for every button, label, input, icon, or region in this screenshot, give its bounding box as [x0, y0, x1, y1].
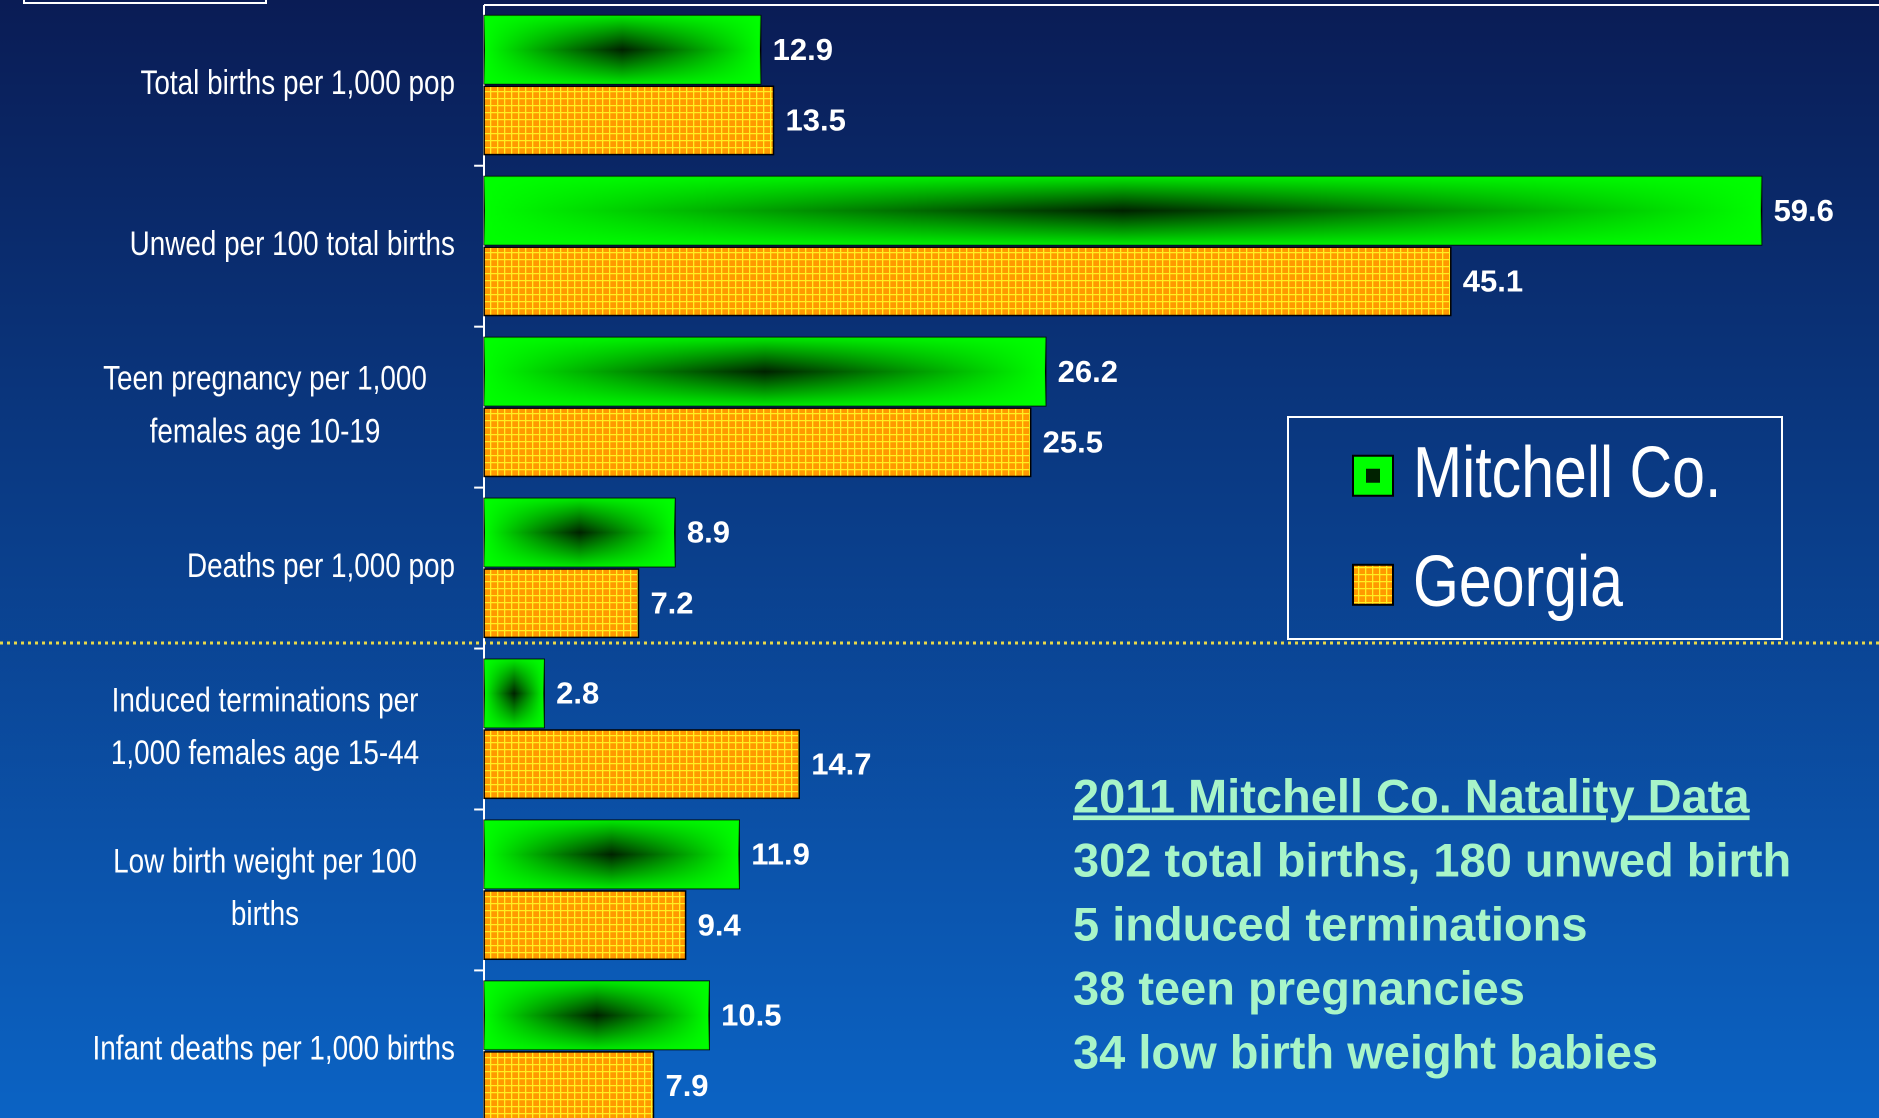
annotation-line: 34 low birth weight babies	[1073, 1025, 1658, 1078]
bar	[483, 175, 1763, 246]
category-label: births	[231, 895, 299, 933]
value-label: 7.2	[650, 585, 693, 620]
bar	[483, 658, 545, 729]
category-label: 1,000 females age 15-44	[111, 734, 419, 772]
bar	[483, 568, 640, 639]
category-label-group: Infant deaths per 1,000 births	[92, 1029, 455, 1067]
category-label: Total births per 1,000 pop	[140, 63, 455, 101]
legend-label: Mitchell Co.	[1413, 431, 1721, 512]
bar	[483, 85, 775, 156]
bar	[483, 336, 1047, 407]
category-label-group: Unwed per 100 total births	[130, 224, 455, 262]
category-label: Infant deaths per 1,000 births	[92, 1029, 455, 1067]
category-label: females age 10-19	[150, 412, 381, 450]
legend-label-group: Mitchell Co.	[1413, 431, 1721, 512]
category-label-group: Deaths per 1,000 pop	[187, 546, 455, 584]
bar	[483, 1051, 655, 1118]
bar	[483, 980, 710, 1051]
legend-swatch-center	[1366, 468, 1380, 483]
bar	[483, 246, 1452, 317]
category-label: Deaths per 1,000 pop	[187, 546, 455, 584]
bar	[483, 890, 687, 961]
bar	[483, 497, 676, 568]
category-label-group: Induced terminations per	[112, 681, 419, 719]
value-label: 13.5	[785, 103, 845, 138]
category-label: Low birth weight per 100	[113, 842, 417, 880]
annotation-line: 38 teen pregnancies	[1073, 961, 1525, 1014]
category-label-group: Total births per 1,000 pop	[140, 63, 455, 101]
category-label: Unwed per 100 total births	[130, 224, 455, 262]
value-label: 12.9	[773, 32, 833, 67]
bar	[483, 819, 740, 890]
category-label: Teen pregnancy per 1,000	[103, 359, 427, 397]
value-label: 10.5	[721, 998, 781, 1033]
legend-label-group: Georgia	[1413, 540, 1623, 621]
category-label: Induced terminations per	[112, 681, 419, 719]
value-label: 8.9	[687, 515, 730, 550]
value-label: 9.4	[698, 907, 742, 942]
value-label: 26.2	[1058, 354, 1118, 389]
annotation-line: 302 total births, 180 unwed birth	[1073, 833, 1791, 886]
value-label: 59.6	[1774, 193, 1834, 228]
category-label-group: Teen pregnancy per 1,000	[103, 359, 427, 397]
frame-fragment	[23, 0, 267, 4]
value-label: 45.1	[1463, 264, 1523, 299]
legend-box	[1287, 416, 1783, 640]
category-label-group: 1,000 females age 15-44	[111, 734, 419, 772]
value-label: 11.9	[751, 837, 810, 872]
category-label-group: Low birth weight per 100	[113, 842, 417, 880]
bar	[483, 729, 800, 800]
legend-swatch	[1352, 563, 1394, 606]
value-label: 14.7	[811, 746, 871, 781]
legend-label: Georgia	[1413, 540, 1623, 621]
bar	[483, 407, 1032, 478]
category-label-group: births	[231, 895, 299, 933]
value-label: 2.8	[556, 676, 599, 711]
value-label: 7.9	[665, 1068, 708, 1103]
annotation-title: 2011 Mitchell Co. Natality Data	[1073, 769, 1750, 822]
value-label: 25.5	[1043, 424, 1103, 459]
annotation-line: 5 induced terminations	[1073, 897, 1587, 950]
bar	[483, 14, 762, 85]
category-label-group: females age 10-19	[150, 412, 381, 450]
